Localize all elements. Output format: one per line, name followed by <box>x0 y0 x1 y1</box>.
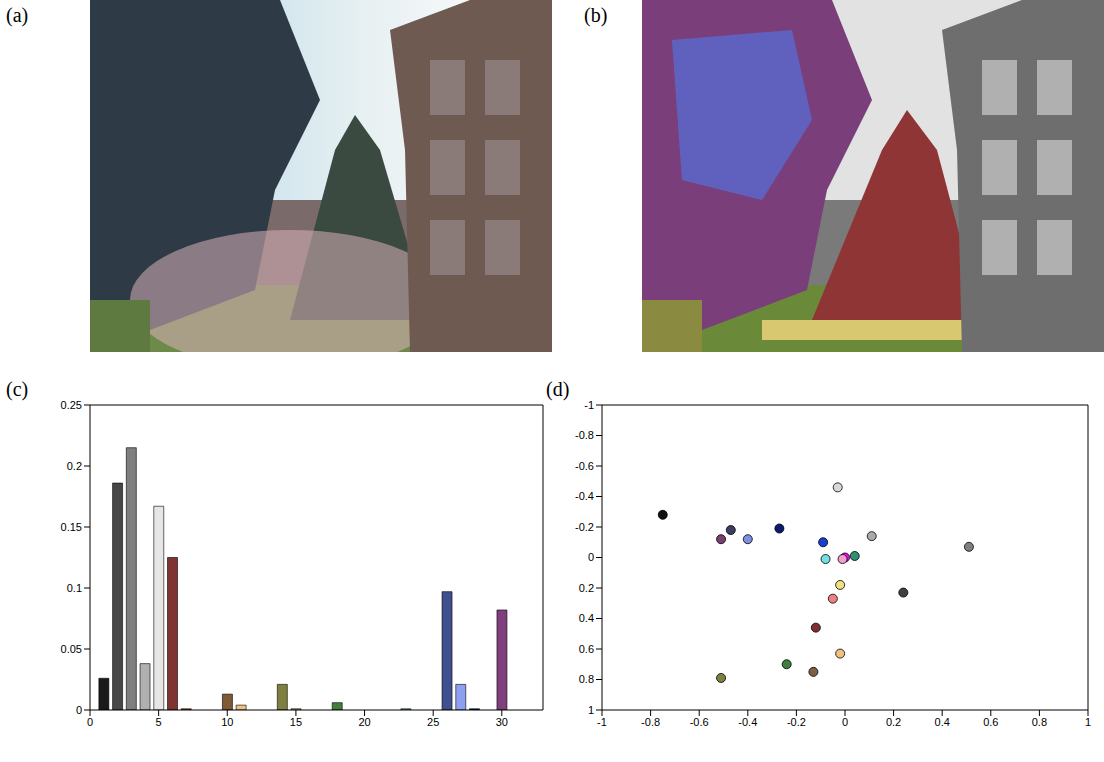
svg-text:-0.6: -0.6 <box>575 460 594 472</box>
svg-text:-0.2: -0.2 <box>575 521 594 533</box>
svg-text:-0.2: -0.2 <box>787 716 806 728</box>
svg-text:-1: -1 <box>597 716 607 728</box>
svg-text:5: 5 <box>156 716 162 728</box>
svg-text:1: 1 <box>588 704 594 716</box>
svg-text:0.25: 0.25 <box>61 399 82 411</box>
svg-text:10: 10 <box>221 716 233 728</box>
svg-text:0: 0 <box>87 716 93 728</box>
svg-text:0.15: 0.15 <box>61 521 82 533</box>
svg-text:25: 25 <box>427 716 439 728</box>
svg-text:0.8: 0.8 <box>579 673 594 685</box>
svg-text:0.6: 0.6 <box>983 716 998 728</box>
svg-text:0: 0 <box>842 716 848 728</box>
svg-text:20: 20 <box>358 716 370 728</box>
svg-text:-0.4: -0.4 <box>575 490 594 502</box>
svg-text:1: 1 <box>1085 716 1091 728</box>
svg-text:0.2: 0.2 <box>886 716 901 728</box>
svg-text:0: 0 <box>76 704 82 716</box>
svg-text:0.2: 0.2 <box>579 582 594 594</box>
svg-text:0.2: 0.2 <box>67 460 82 472</box>
svg-text:-1: -1 <box>584 399 594 411</box>
svg-text:-0.8: -0.8 <box>575 429 594 441</box>
svg-text:-0.4: -0.4 <box>738 716 757 728</box>
svg-text:15: 15 <box>290 716 302 728</box>
html-text:(b): (b) <box>584 4 608 26</box>
svg-text:-0.6: -0.6 <box>690 716 709 728</box>
svg-text:0: 0 <box>588 551 594 563</box>
svg-text:0.4: 0.4 <box>579 612 594 624</box>
html-text:(c): (c) <box>6 378 29 400</box>
html-text:(a): (a) <box>6 4 29 26</box>
svg-text:-0.8: -0.8 <box>641 716 660 728</box>
svg-text:0.6: 0.6 <box>579 643 594 655</box>
svg-text:0.8: 0.8 <box>1032 716 1047 728</box>
svg-text:0.1: 0.1 <box>67 582 82 594</box>
svg-text:30: 30 <box>496 716 508 728</box>
svg-text:0.05: 0.05 <box>61 643 82 655</box>
html-text:(d): (d) <box>546 378 570 400</box>
svg-text:0.4: 0.4 <box>935 716 950 728</box>
